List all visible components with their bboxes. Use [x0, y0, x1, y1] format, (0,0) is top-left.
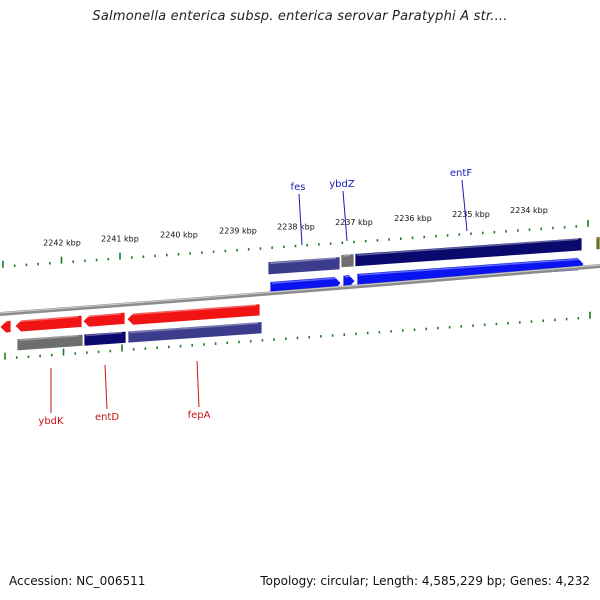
reverse-label-line	[104, 364, 108, 410]
entF-gene-arrow-shine	[358, 258, 581, 276]
entD-cds-feature-shine	[85, 331, 123, 337]
upstream-gene-arrow	[0, 319, 12, 334]
ybdZ-gene-arrow-shine	[344, 275, 352, 278]
gene-labels: fes ybdZ entF ybdK entD fepA	[38, 168, 472, 427]
entD-cds-feature	[83, 330, 127, 347]
fepA-gene-arrow	[126, 303, 261, 326]
forward-label-line	[461, 179, 468, 232]
forward-label-line	[298, 193, 303, 246]
ruler-label: 2239 kbp	[219, 226, 257, 235]
gene-label-entD: entD	[95, 412, 119, 423]
ybdK-cds-feature-shine	[18, 334, 80, 342]
ruler-label: 2238 kbp	[277, 222, 315, 231]
backbone-arc	[0, 264, 600, 316]
reverse-label-line	[196, 360, 200, 408]
fepA-gene-arrow-shine	[128, 304, 257, 316]
ruler-label: 2236 kbp	[394, 214, 432, 223]
fes-gene-arrow-shine	[271, 277, 338, 284]
gene-label-ybdZ: ybdZ	[329, 179, 355, 190]
backbone	[0, 264, 600, 316]
map-title: Salmonella enterica subsp. enterica sero…	[92, 9, 508, 24]
gene-label-entF: entF	[450, 168, 472, 179]
entF-cds-feature	[354, 237, 583, 268]
upstream-gene-arrow-shine	[1, 320, 8, 324]
fepA-cds-feature	[127, 321, 263, 344]
forward-label-line	[342, 190, 348, 242]
backbone-highlight	[0, 264, 600, 314]
ruler-label: 2235 kbp	[452, 210, 490, 219]
edge-feature	[595, 236, 600, 251]
ruler-label: 2241 kbp	[101, 235, 139, 244]
accession-text: Accession: NC_006511	[9, 574, 146, 588]
ruler-label: 2240 kbp	[160, 230, 198, 239]
ybdK-gene-arrow	[14, 314, 83, 333]
gene-label-ybdK: ybdK	[38, 416, 64, 427]
ruler-label: 2234 kbp	[510, 206, 548, 215]
ruler-label: 2237 kbp	[335, 218, 373, 227]
entD-gene-arrow-shine	[84, 313, 122, 318]
ybdZ-cds-feature	[340, 253, 355, 269]
fes-cds-feature-shine	[269, 257, 337, 264]
entD-gene-arrow	[82, 311, 126, 328]
genes-layer	[0, 236, 600, 352]
ybdK-gene-arrow-shine	[16, 316, 79, 323]
ybdK-cds-feature	[16, 333, 84, 352]
ruler-top: 2242 kbp 2241 kbp 2240 kbp 2239 kbp 2238 kbp…	[2, 206, 589, 268]
entF-cds-feature-shine	[356, 238, 579, 256]
ruler-label: 2242 kbp	[43, 239, 81, 248]
ybdZ-cds-feature-shine	[342, 254, 351, 257]
topology-summary: Topology: circular; Length: 4,585,229 bp…	[260, 574, 590, 588]
fes-cds-feature	[267, 256, 341, 276]
ruler-bottom	[4, 311, 591, 360]
gene-label-fes: fes	[291, 182, 306, 193]
fepA-cds-feature-shine	[129, 322, 259, 334]
gene-label-fepA: fepA	[188, 410, 211, 421]
